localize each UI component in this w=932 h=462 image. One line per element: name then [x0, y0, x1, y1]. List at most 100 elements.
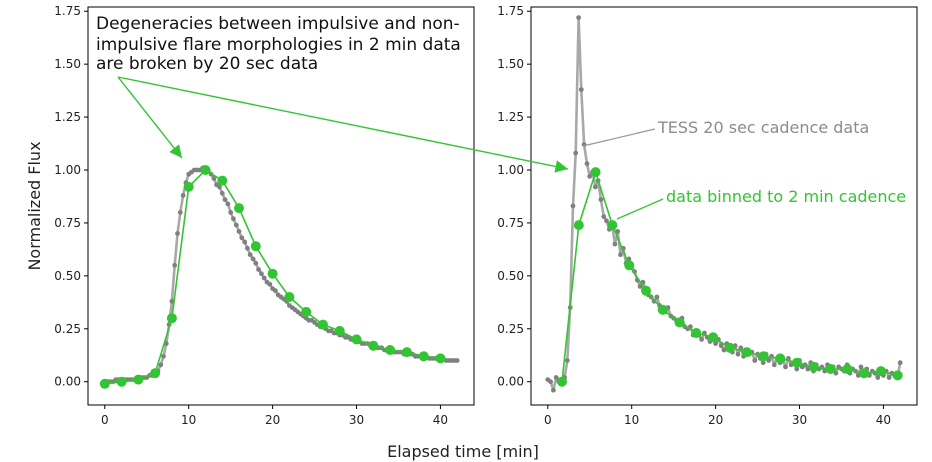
right-binned-point [792, 357, 802, 368]
left-binned-point [116, 376, 127, 387]
left-binned-point [368, 340, 379, 351]
right-ytick-label: 1.00 [497, 163, 524, 177]
right-raw-point [858, 364, 864, 370]
right-raw-point [752, 358, 758, 363]
right-binned-point [607, 220, 618, 231]
right-binned-point [741, 347, 752, 358]
right-raw-point [738, 345, 744, 351]
left-raw-point [259, 271, 264, 277]
left-raw-point [219, 190, 225, 196]
annotation-degeneracies: Degeneracies between impulsive and non- … [96, 14, 461, 74]
annotation-arrow-right [117, 76, 569, 173]
right-binned-point [708, 332, 719, 343]
right-binned-point [875, 366, 886, 377]
right-raw-point [548, 379, 553, 385]
right-raw-point [760, 360, 766, 366]
right-ytick-label: 0.50 [497, 269, 524, 283]
right-raw-point [637, 284, 643, 289]
right-raw-point [553, 375, 559, 380]
left-binned-point [234, 203, 244, 214]
right-raw-point [612, 241, 618, 247]
left-binned-point [99, 378, 110, 389]
right-raw-point [564, 358, 570, 363]
right-raw-point [718, 343, 724, 349]
left-xtick-label: 30 [349, 413, 364, 427]
right-xtick-label: 10 [624, 413, 639, 427]
left-binned-point [385, 345, 396, 355]
right-raw-point [875, 375, 881, 380]
y-axis-title: Normalized Flux [25, 141, 44, 270]
right-raw-point [598, 197, 604, 203]
left-raw-point [454, 358, 460, 363]
left-raw-point [245, 245, 250, 251]
right-xtick-label: 30 [792, 413, 807, 427]
left-axes-frame [87, 6, 475, 406]
right-binned-point [691, 328, 702, 338]
left-ytick-label: 1.75 [54, 4, 81, 18]
right-binned-point [758, 351, 769, 362]
right-raw-point [551, 387, 556, 393]
right-binned-point [674, 317, 685, 328]
left-raw-point [250, 256, 256, 262]
left-binned-point [318, 319, 328, 330]
left-ytick-label: 1.00 [54, 163, 81, 177]
right-binned-point [573, 220, 584, 231]
left-raw-point [239, 235, 245, 241]
right-panel: 0 10 20 30 40 0.00 0.25 0.50 0.75 1.00 1.25 1.50 1.7… [497, 4, 918, 427]
right-ytick-label: 0.25 [497, 322, 524, 336]
left-binned-series [99, 165, 446, 389]
right-raw-point [699, 337, 704, 342]
left-raw-point [211, 176, 217, 181]
left-raw-point [225, 201, 231, 207]
right-raw-point [604, 218, 609, 224]
left-binned-point [250, 241, 261, 252]
left-ytick-label: 0.75 [54, 216, 81, 230]
left-panel: 0 10 20 30 40 0.00 0.25 0.50 0.75 1.00 1.25 1.50 1.7… [54, 4, 475, 427]
left-ytick-label: 1.50 [54, 57, 81, 71]
left-ytick-label: 0.00 [54, 375, 81, 389]
left-ytick-label: 1.25 [54, 110, 81, 124]
right-binned-point [624, 260, 635, 271]
right-raw-point [601, 214, 607, 220]
left-raw-point [231, 216, 236, 222]
left-raw-point [256, 267, 261, 272]
right-binned-point [724, 342, 735, 353]
right-raw-point [584, 161, 590, 167]
right-raw-point [783, 364, 788, 370]
annotation-line-3: are broken by 20 sec data [96, 54, 318, 74]
left-raw-point [177, 210, 183, 215]
left-binned-point [435, 353, 446, 364]
left-raw-point [267, 281, 273, 287]
left-xtick-label: 10 [181, 413, 196, 427]
left-raw-point [273, 288, 278, 294]
annotation-arrow-left [117, 76, 183, 159]
right-xtick-label: 0 [544, 413, 552, 427]
left-binned-point [150, 368, 161, 379]
left-raw-point [261, 275, 267, 281]
right-xtick-label: 20 [708, 413, 723, 427]
right-raw-point [654, 294, 660, 300]
left-raw-point [172, 262, 178, 268]
left-raw-point [180, 193, 186, 198]
right-raw-point [578, 87, 584, 92]
right-axes-frame [530, 6, 918, 406]
left-binned-point [166, 313, 177, 324]
right-ticks: 0 10 20 30 40 0.00 0.25 0.50 0.75 1.00 1.25 1.50 1.7… [497, 4, 891, 427]
right-binned-series [557, 167, 903, 387]
right-binned-point [557, 376, 567, 387]
right-binned-point [842, 364, 853, 374]
left-binned-point [267, 268, 278, 279]
left-binned-point [401, 347, 412, 358]
right-raw-point [766, 358, 772, 363]
left-raw-point [242, 239, 248, 245]
left-binned-point [217, 175, 228, 186]
left-raw-point [169, 298, 175, 304]
right-raw-point [593, 184, 598, 190]
right-raw-point [618, 252, 623, 258]
right-xtick-label: 40 [876, 413, 891, 427]
left-ytick-label: 0.25 [54, 322, 81, 336]
right-raw-point [576, 15, 581, 20]
left-ticks: 0 10 20 30 40 0.00 0.25 0.50 0.75 1.00 1.25 1.50 1.7… [54, 4, 448, 427]
right-raw-point [833, 370, 839, 376]
